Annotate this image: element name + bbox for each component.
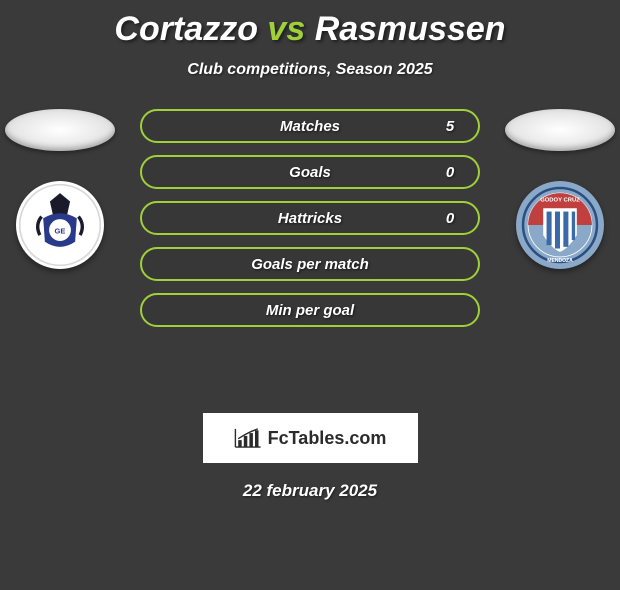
player2-club-badge: GODOY CRUZ MENDOZA [516,181,604,269]
stat-right-value: 0 [440,210,460,227]
stat-right-value: 0 [440,164,460,181]
bar-chart-icon [234,427,262,449]
site-logo: FcTables.com [203,413,418,463]
stat-row-min-per-goal: Min per goal [140,293,480,327]
player2-column: GODOY CRUZ MENDOZA [500,109,620,269]
player1-club-badge: GE [16,181,104,269]
player1-silhouette [5,109,115,151]
svg-text:MENDOZA: MENDOZA [547,258,573,264]
stat-row-goals-per-match: Goals per match [140,247,480,281]
stat-label: Min per goal [180,302,440,319]
player1-column: GE [0,109,120,269]
date-label: 22 february 2025 [0,481,620,501]
logo-text: FcTables.com [268,428,387,449]
svg-text:GODOY CRUZ: GODOY CRUZ [540,197,580,203]
vs-text: vs [267,10,305,48]
subtitle: Club competitions, Season 2025 [0,61,620,79]
stat-right-value: 5 [440,118,460,135]
stat-row-matches: Matches 5 [140,109,480,143]
stat-row-hattricks: Hattricks 0 [140,201,480,235]
player1-name: Cortazzo [114,10,258,48]
stat-label: Goals per match [180,256,440,273]
comparison-area: GE GODOY CRUZ MENDOZA [0,109,620,389]
player2-name: Rasmussen [315,10,506,48]
stat-row-goals: Goals 0 [140,155,480,189]
page-title: Cortazzo vs Rasmussen [0,10,620,49]
svg-text:GE: GE [55,226,66,235]
player2-silhouette [505,109,615,151]
stat-label: Hattricks [180,210,440,227]
stat-label: Matches [180,118,440,135]
stat-rows: Matches 5 Goals 0 Hattricks 0 Goals per … [140,109,480,327]
stat-label: Goals [180,164,440,181]
